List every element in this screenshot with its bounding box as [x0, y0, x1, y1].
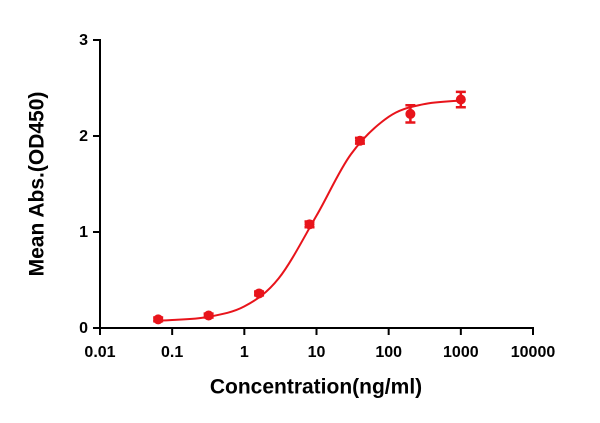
data-point: [203, 310, 214, 321]
y-tick-label: 2: [79, 128, 88, 145]
x-tick-label: 10000: [511, 344, 556, 361]
x-tick-label: 0.01: [84, 344, 115, 361]
x-axis-title: Concentration(ng/ml): [210, 376, 422, 399]
x-tick-label: 0.1: [161, 344, 183, 361]
y-tick-label: 0: [79, 320, 88, 337]
y-axis-title: Mean Abs.(OD450): [26, 92, 49, 277]
data-point: [354, 135, 365, 146]
x-tick-label: 10: [308, 344, 326, 361]
y-tick-label: 3: [79, 32, 88, 49]
x-tick-label: 100: [375, 344, 402, 361]
y-tick-label: 1: [79, 224, 88, 241]
x-tick-label: 1000: [443, 344, 479, 361]
data-point: [304, 219, 315, 230]
x-tick-label: 1: [240, 344, 249, 361]
fit-curve: [158, 99, 461, 322]
data-point: [254, 288, 265, 299]
data-point: [153, 314, 164, 325]
data-point: [455, 94, 466, 105]
data-point: [405, 108, 416, 119]
